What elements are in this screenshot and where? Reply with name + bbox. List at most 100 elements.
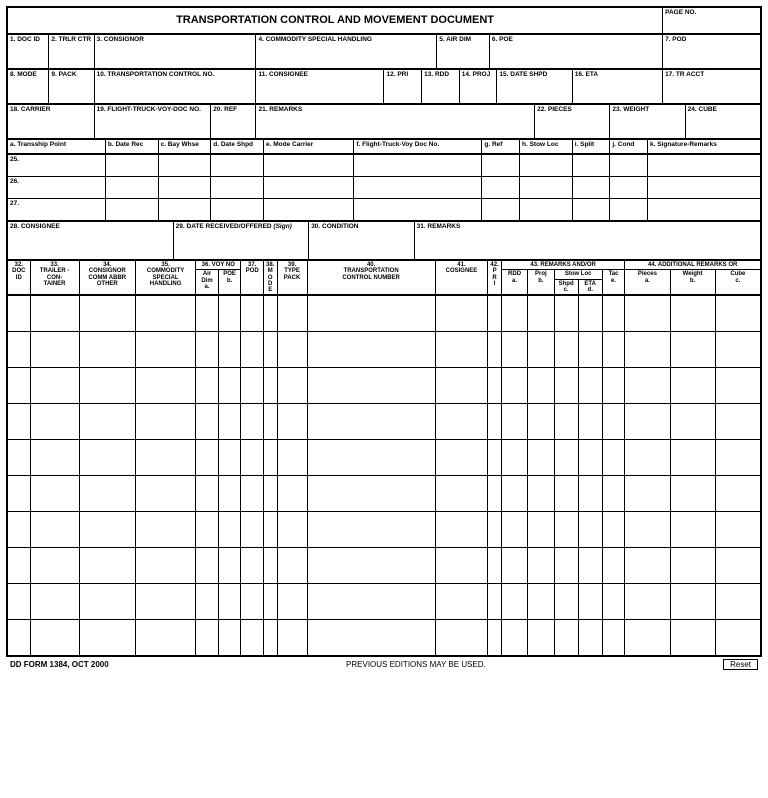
- detail-cell[interactable]: [263, 440, 277, 476]
- detail-cell[interactable]: [528, 404, 554, 440]
- detail-cell[interactable]: [501, 404, 527, 440]
- detail-cell[interactable]: [625, 620, 670, 656]
- detail-cell[interactable]: [263, 332, 277, 368]
- detail-cell[interactable]: [241, 332, 264, 368]
- detail-cell[interactable]: [218, 476, 241, 512]
- detail-cell[interactable]: [218, 368, 241, 404]
- detail-cell[interactable]: [135, 440, 195, 476]
- detail-cell[interactable]: [218, 620, 241, 656]
- detail-cell[interactable]: [670, 296, 715, 332]
- detail-cell[interactable]: [715, 296, 760, 332]
- detail-cell[interactable]: [277, 332, 307, 368]
- detail-cell[interactable]: [30, 440, 79, 476]
- detail-cell[interactable]: [79, 476, 135, 512]
- detail-cell[interactable]: [435, 296, 488, 332]
- detail-cell[interactable]: [307, 584, 435, 620]
- detail-cell[interactable]: [670, 332, 715, 368]
- detail-cell[interactable]: [218, 548, 241, 584]
- detail-cell[interactable]: [135, 620, 195, 656]
- detail-cell[interactable]: [218, 404, 241, 440]
- detail-cell[interactable]: [196, 296, 219, 332]
- detail-cell[interactable]: [8, 440, 31, 476]
- detail-cell[interactable]: [670, 440, 715, 476]
- detail-cell[interactable]: [435, 548, 488, 584]
- detail-cell[interactable]: [79, 620, 135, 656]
- detail-cell[interactable]: [30, 476, 79, 512]
- detail-cell[interactable]: [241, 404, 264, 440]
- detail-cell[interactable]: [602, 512, 625, 548]
- detail-cell[interactable]: [602, 548, 625, 584]
- detail-cell[interactable]: [554, 584, 578, 620]
- detail-cell[interactable]: [501, 440, 527, 476]
- detail-cell[interactable]: [263, 512, 277, 548]
- detail-cell[interactable]: [307, 404, 435, 440]
- detail-cell[interactable]: [277, 476, 307, 512]
- detail-cell[interactable]: [196, 440, 219, 476]
- detail-cell[interactable]: [307, 476, 435, 512]
- detail-cell[interactable]: [277, 440, 307, 476]
- detail-cell[interactable]: [578, 332, 602, 368]
- detail-cell[interactable]: [30, 512, 79, 548]
- detail-cell[interactable]: [435, 368, 488, 404]
- detail-cell[interactable]: [307, 296, 435, 332]
- detail-cell[interactable]: [670, 620, 715, 656]
- detail-cell[interactable]: [488, 620, 502, 656]
- detail-cell[interactable]: [241, 512, 264, 548]
- detail-cell[interactable]: [528, 512, 554, 548]
- detail-cell[interactable]: [8, 512, 31, 548]
- detail-cell[interactable]: [578, 404, 602, 440]
- detail-cell[interactable]: [263, 296, 277, 332]
- detail-cell[interactable]: [554, 476, 578, 512]
- detail-cell[interactable]: [30, 584, 79, 620]
- detail-cell[interactable]: [578, 476, 602, 512]
- detail-cell[interactable]: [715, 476, 760, 512]
- detail-cell[interactable]: [625, 404, 670, 440]
- detail-cell[interactable]: [435, 404, 488, 440]
- detail-cell[interactable]: [554, 548, 578, 584]
- detail-cell[interactable]: [488, 548, 502, 584]
- detail-cell[interactable]: [715, 584, 760, 620]
- detail-cell[interactable]: [625, 548, 670, 584]
- detail-cell[interactable]: [625, 512, 670, 548]
- detail-cell[interactable]: [670, 548, 715, 584]
- detail-cell[interactable]: [277, 620, 307, 656]
- detail-cell[interactable]: [307, 332, 435, 368]
- detail-cell[interactable]: [602, 368, 625, 404]
- detail-cell[interactable]: [578, 368, 602, 404]
- detail-cell[interactable]: [625, 296, 670, 332]
- detail-cell[interactable]: [8, 584, 31, 620]
- detail-cell[interactable]: [8, 368, 31, 404]
- detail-cell[interactable]: [30, 620, 79, 656]
- detail-cell[interactable]: [435, 440, 488, 476]
- detail-cell[interactable]: [79, 584, 135, 620]
- detail-cell[interactable]: [528, 296, 554, 332]
- detail-cell[interactable]: [135, 296, 195, 332]
- detail-cell[interactable]: [79, 404, 135, 440]
- detail-cell[interactable]: [263, 476, 277, 512]
- detail-cell[interactable]: [307, 620, 435, 656]
- detail-cell[interactable]: [554, 296, 578, 332]
- detail-cell[interactable]: [135, 404, 195, 440]
- detail-cell[interactable]: [307, 440, 435, 476]
- detail-cell[interactable]: [8, 476, 31, 512]
- detail-cell[interactable]: [435, 476, 488, 512]
- detail-cell[interactable]: [501, 584, 527, 620]
- detail-cell[interactable]: [8, 548, 31, 584]
- detail-cell[interactable]: [670, 368, 715, 404]
- detail-cell[interactable]: [79, 332, 135, 368]
- detail-cell[interactable]: [241, 620, 264, 656]
- detail-cell[interactable]: [135, 512, 195, 548]
- detail-cell[interactable]: [715, 440, 760, 476]
- detail-cell[interactable]: [602, 296, 625, 332]
- detail-cell[interactable]: [501, 512, 527, 548]
- detail-cell[interactable]: [488, 476, 502, 512]
- detail-cell[interactable]: [488, 440, 502, 476]
- detail-cell[interactable]: [488, 296, 502, 332]
- detail-cell[interactable]: [528, 440, 554, 476]
- detail-cell[interactable]: [501, 296, 527, 332]
- detail-cell[interactable]: [435, 584, 488, 620]
- detail-cell[interactable]: [602, 332, 625, 368]
- detail-cell[interactable]: [30, 296, 79, 332]
- detail-cell[interactable]: [501, 332, 527, 368]
- detail-cell[interactable]: [488, 584, 502, 620]
